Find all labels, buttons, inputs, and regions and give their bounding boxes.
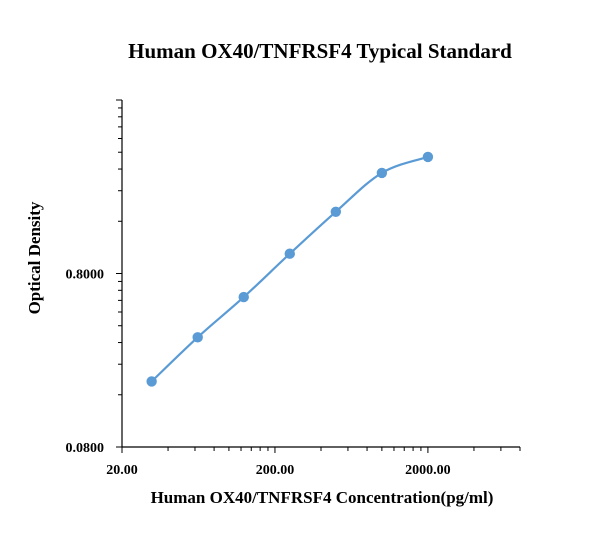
data-point: [238, 291, 249, 303]
series-line: [150, 155, 429, 383]
x-axis-label: Human OX40/TNFRSF4 Concentration(pg/ml): [151, 488, 494, 507]
x-tick-label: 20.00: [106, 463, 138, 478]
chart-title: Human OX40/TNFRSF4 Typical Standard: [128, 39, 512, 63]
data-point: [146, 376, 157, 387]
series-group: [146, 151, 434, 387]
x-axis-tick-labels: 20.00 200.00 2000.00: [106, 463, 450, 478]
y-tick-label: 0.8000: [66, 268, 105, 283]
data-point: [422, 151, 434, 163]
series-points: [146, 151, 434, 387]
y-axis-tick-labels: 0.0800 0.8000: [66, 268, 105, 457]
x-tick-label: 200.00: [256, 463, 295, 478]
data-point: [330, 206, 342, 217]
y-axis-label: Optical Density: [25, 201, 44, 314]
data-point: [192, 332, 203, 343]
data-point: [284, 248, 295, 259]
y-tick-label: 0.0800: [66, 441, 105, 456]
x-axis-ticks: [121, 447, 521, 453]
y-axis-ticks: [116, 99, 122, 448]
axes: [121, 100, 520, 448]
data-point: [376, 167, 388, 179]
x-tick-label: 2000.00: [405, 463, 451, 478]
